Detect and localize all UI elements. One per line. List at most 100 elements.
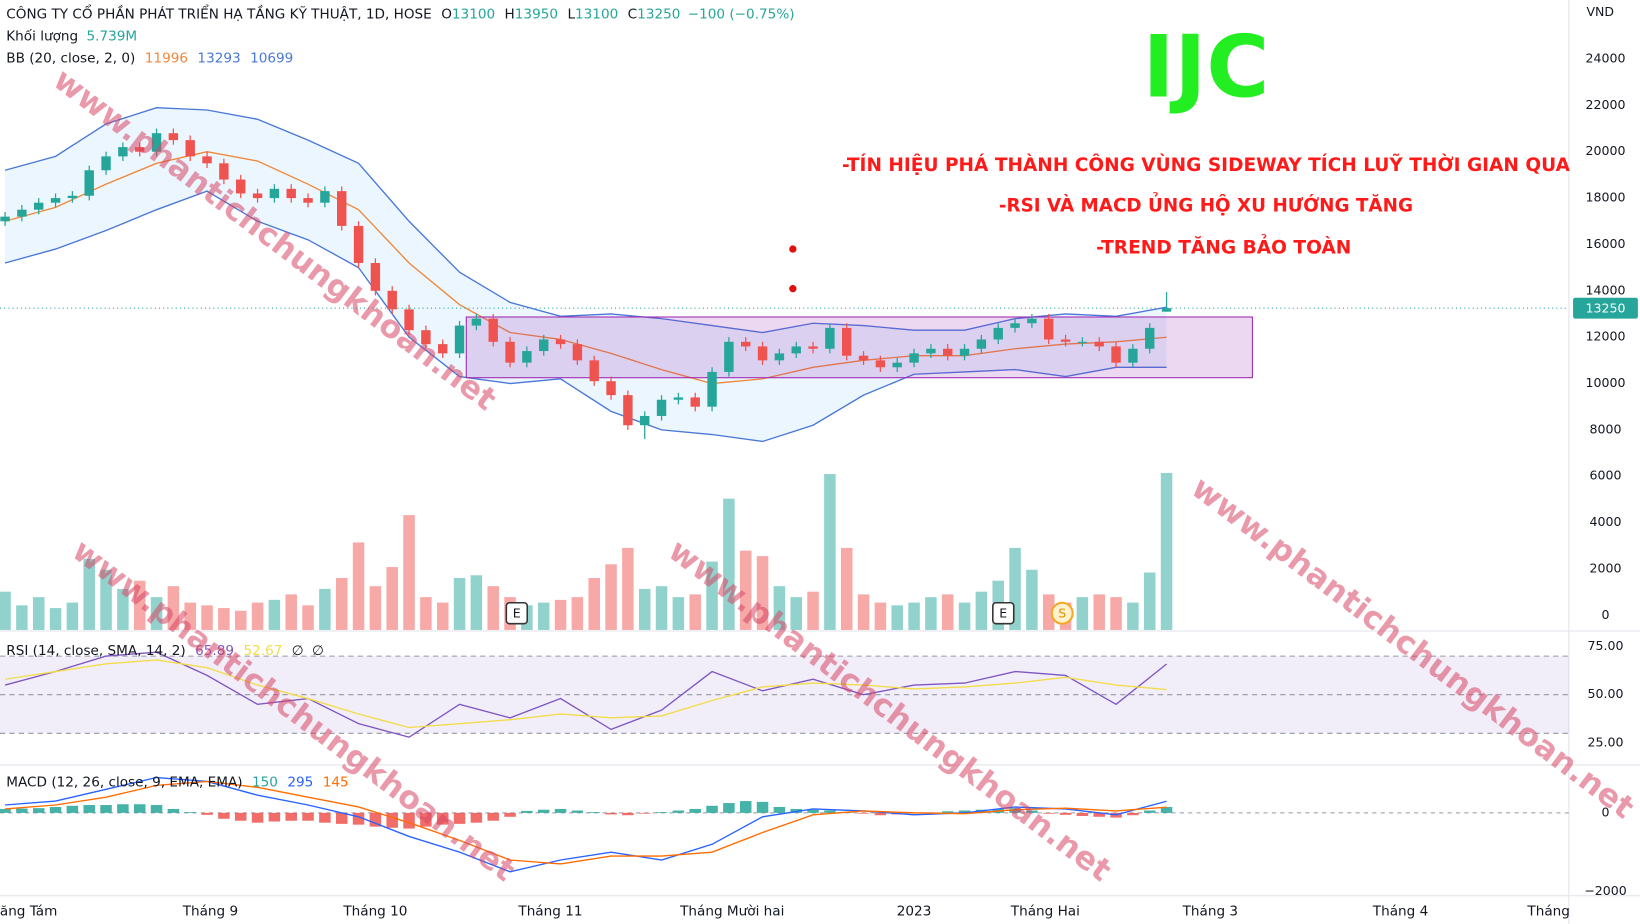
macd-histogram-bar [100, 805, 112, 813]
macd-histogram-bar [874, 812, 887, 816]
legend-item: 13250 [637, 7, 680, 23]
macd-histogram-bar [521, 810, 533, 813]
candle-body [741, 341, 751, 347]
x-tick-label: Tháng 4 [1372, 903, 1428, 919]
candle-body [421, 330, 431, 345]
macd-histogram-bar [268, 812, 281, 822]
macd-histogram-bar [0, 808, 11, 813]
candle-body [673, 397, 684, 400]
legend-item: 5.739M [87, 29, 138, 45]
legend-item: 10699 [250, 51, 293, 67]
macd-histogram-bar [571, 810, 584, 813]
volume-bar [857, 594, 870, 630]
candle-body [572, 344, 583, 361]
volume-bar [453, 577, 466, 630]
macd-histogram-bar [622, 812, 634, 816]
volume-bar [117, 588, 129, 630]
volume-bar [369, 586, 382, 630]
volume-bar [352, 542, 365, 630]
legend: CÔNG TY CỔ PHẦN PHÁT TRIỂN HẠ TẦNG KỸ TH… [6, 4, 794, 23]
volume-bar [470, 575, 483, 630]
candle-body [34, 202, 44, 210]
x-tick-label: ăng Tám [0, 903, 57, 919]
volume-bar [32, 597, 45, 630]
candle-body [202, 156, 212, 164]
sideway-zone [465, 316, 1253, 379]
volume-bar [167, 586, 180, 630]
volume-bar [537, 602, 550, 630]
y-tick-label: 2000 [1590, 560, 1622, 575]
candle-body [337, 191, 347, 226]
y-tick-label: 14000 [1586, 282, 1626, 297]
rsi-tick-label: 25.00 [1588, 734, 1624, 749]
volume-bar [302, 605, 314, 630]
volume-bar [605, 564, 617, 630]
y-tick-label: 0 [1601, 607, 1609, 622]
candle-body [589, 360, 599, 382]
candle-body [791, 346, 801, 354]
legend: RSI (14, close, SMA, 14, 2) 65.89 52.67 ∅ ∅ [6, 643, 324, 659]
volume-bar [554, 599, 567, 630]
volume-bar [184, 602, 196, 630]
candle-body [690, 397, 700, 407]
candle-body [488, 318, 498, 342]
volume-bar [201, 605, 213, 630]
bb-line [4, 107, 1167, 334]
candle-body [707, 371, 717, 407]
macd-histogram-bar [941, 811, 954, 813]
y-tick-label: 6000 [1590, 468, 1622, 483]
macd-histogram-bar [369, 812, 382, 827]
y-tick-label: 4000 [1590, 514, 1622, 529]
macd-histogram-bar [167, 808, 180, 813]
macd-histogram-bar [1076, 812, 1089, 817]
legend-item: 150 [252, 775, 278, 791]
macd-histogram-bar [487, 812, 499, 821]
event-label: E [999, 606, 1007, 621]
macd-histogram-bar [672, 810, 685, 813]
macd-histogram-bar [1127, 812, 1139, 816]
x-tick-label: Tháng 10 [342, 903, 407, 919]
legend-item: 52.67 [243, 643, 282, 659]
y-tick-label: 22000 [1586, 97, 1626, 112]
y-tick-label: 20000 [1586, 143, 1626, 158]
macd-histogram-bar [655, 812, 668, 813]
candle-body [135, 147, 145, 152]
macd-histogram-bar [16, 808, 28, 813]
rsi-line [4, 659, 1167, 729]
y-tick-label: 18000 [1586, 190, 1626, 205]
candle-body [1111, 346, 1121, 363]
legend-item: O [441, 7, 452, 23]
macd-histogram-bar [723, 803, 735, 813]
volume-bar [420, 597, 432, 630]
volume-bar [672, 597, 685, 630]
volume-bar [840, 547, 853, 630]
macd-histogram-bar [32, 808, 45, 813]
volume-bar [689, 594, 701, 630]
volume-bar [571, 597, 584, 630]
legend-item: RSI (14, close, SMA, 14, 2) [6, 643, 185, 659]
legend-item: L [567, 7, 575, 23]
legend-item: 145 [323, 775, 349, 791]
candle-body [185, 140, 195, 157]
volume-bar [723, 498, 735, 630]
event-label: E [513, 606, 521, 621]
symbol: IJC [1143, 18, 1270, 118]
legend: Khối lượng 5.739M [6, 28, 137, 45]
macd-histogram-bar [184, 812, 196, 813]
legend-item: BB (20, close, 2, 0) [6, 51, 135, 67]
x-tick-label: Tháng 3 [1182, 903, 1238, 919]
candle-body [623, 395, 633, 426]
candle-body [151, 133, 162, 152]
volume-bar [100, 569, 112, 630]
annotation: -RSI VÀ MACD ỦNG HỘ XU HƯỚNG TĂNG [999, 192, 1413, 217]
macd-histogram-bar [504, 812, 516, 817]
volume-bar [975, 591, 988, 630]
volume-bar [487, 586, 499, 630]
legend-item: 295 [287, 775, 313, 791]
macd-histogram-bar [335, 812, 348, 824]
candle-body [943, 348, 953, 356]
candle-body [269, 188, 280, 199]
annotation: -TÍN HIỆU PHÁ THÀNH CÔNG VÙNG SIDEWAY TÍ… [842, 152, 1570, 176]
volume-bar [386, 567, 398, 630]
